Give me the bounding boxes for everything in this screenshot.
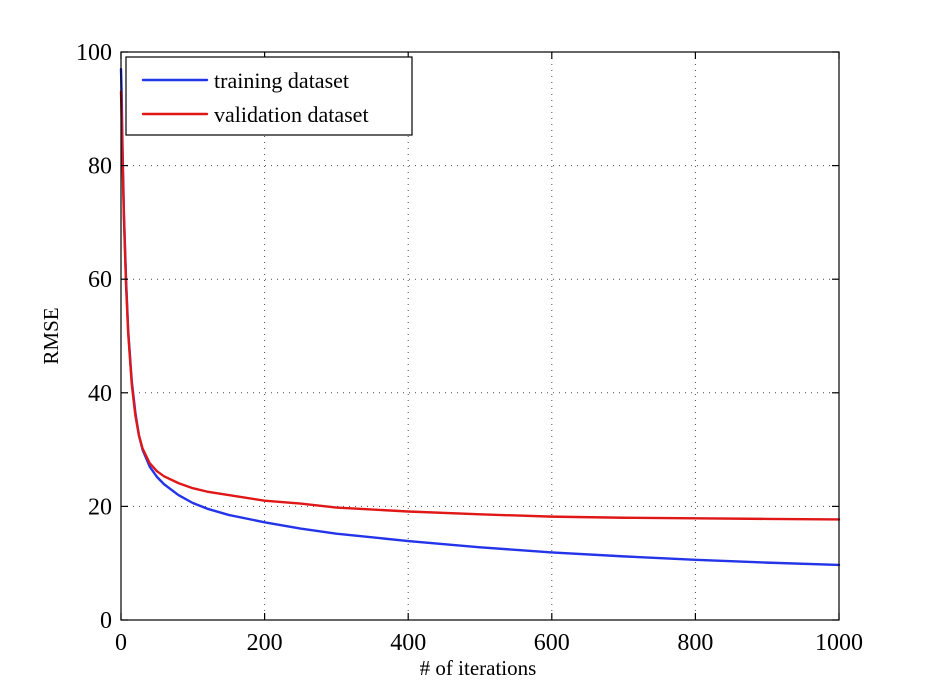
x-tick-label: 600 <box>534 630 570 656</box>
x-tick-label: 400 <box>390 630 426 656</box>
axis-layer <box>120 51 840 621</box>
y-tick-label: 80 <box>88 154 112 180</box>
x-tick-label: 800 <box>677 630 713 656</box>
x-tick-label: 1000 <box>815 630 863 656</box>
y-axis-label: RMSE <box>39 307 63 364</box>
x-tick-label: 200 <box>247 630 283 656</box>
y-tick-label: 20 <box>88 494 112 520</box>
legend: training dataset validation dataset <box>125 56 413 136</box>
x-axis-label: # of iterations <box>420 656 537 680</box>
legend-label-validation: validation dataset <box>214 102 369 127</box>
y-tick-label: 60 <box>88 267 112 293</box>
y-tick-label: 100 <box>76 40 112 66</box>
y-tick-label: 0 <box>100 608 112 634</box>
x-tick-label: 0 <box>115 630 127 656</box>
legend-label-training: training dataset <box>214 68 349 93</box>
tick-label-layer: 0 200 400 600 800 1000 0 20 40 60 80 100 <box>76 40 863 656</box>
series-layer <box>119 67 841 567</box>
y-tick-label: 40 <box>88 381 112 407</box>
legend-box <box>125 56 413 136</box>
series-line-validation <box>119 90 841 521</box>
plot-frame <box>120 51 840 621</box>
